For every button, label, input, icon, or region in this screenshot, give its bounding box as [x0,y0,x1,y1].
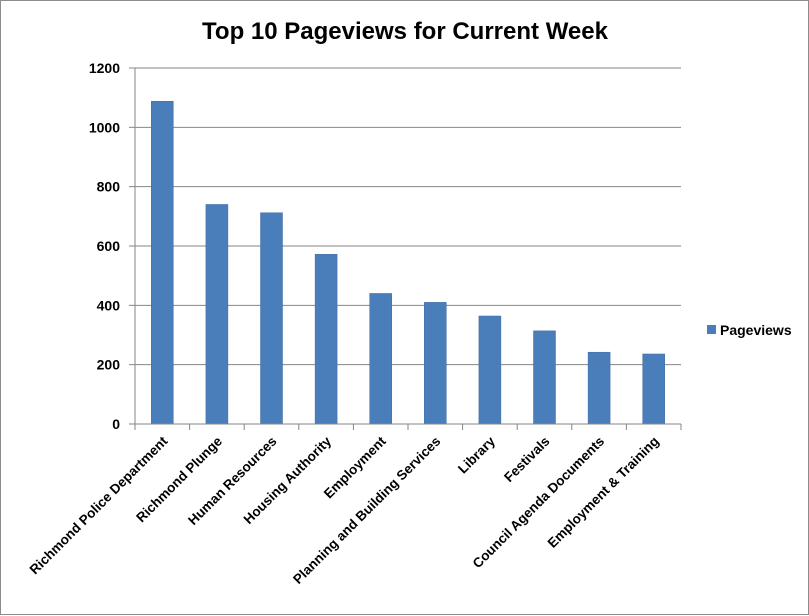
y-tick-label: 600 [97,238,121,254]
legend: Pageviews [707,322,792,338]
bar [587,351,611,425]
axes [129,67,682,430]
legend-swatch [707,325,716,334]
x-category-label: Festivals [501,434,552,485]
bar [478,315,502,425]
bar [314,254,338,425]
y-tick-label: 1000 [89,119,120,135]
y-tick-label: 0 [112,416,120,432]
bar [151,100,174,425]
chart-title: Top 10 Pageviews for Current Week [202,18,609,45]
y-tick-label: 1200 [89,60,120,76]
bar [642,353,665,425]
bar [533,330,556,425]
x-category-label: Library [455,433,498,476]
bars [151,100,665,425]
legend-label: Pageviews [720,322,792,338]
bar [369,293,392,425]
bar [260,212,283,425]
y-tick-label: 400 [97,297,121,313]
y-tick-labels: 0 200 400 600 800 1000 1200 [89,60,120,432]
y-tick-label: 800 [97,179,121,195]
x-category-label: Employment & Training [545,434,662,551]
bar [205,204,229,425]
y-tick-label: 200 [97,357,121,373]
bar [424,302,447,425]
